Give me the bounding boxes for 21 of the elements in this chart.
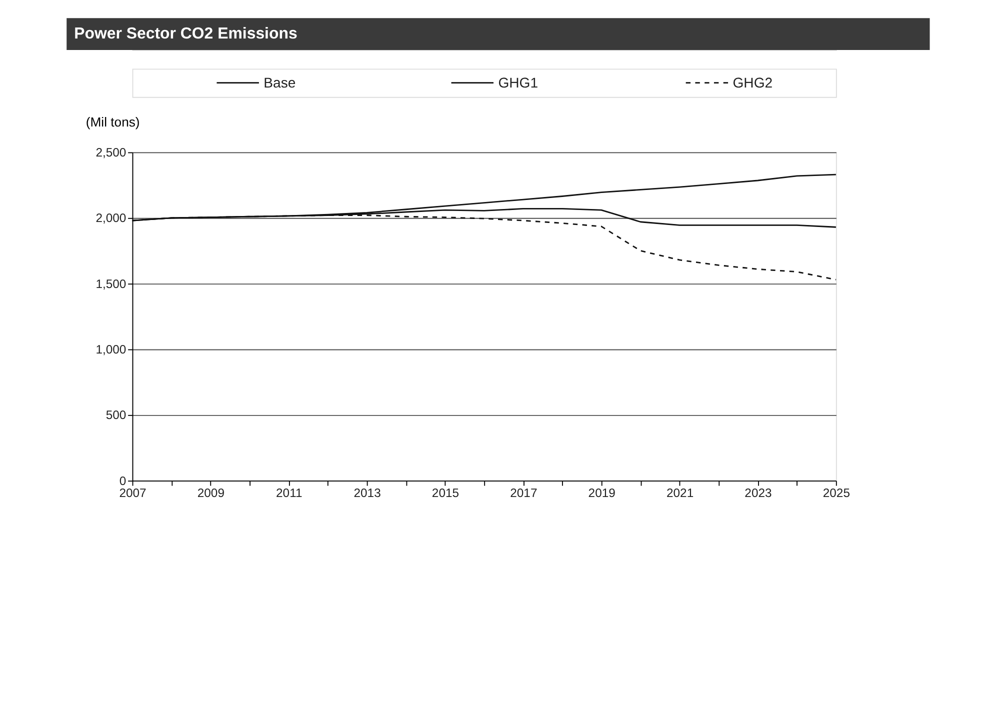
legend-label: Base [264, 74, 296, 91]
x-tick-label: 2025 [822, 486, 850, 500]
y-tick-label: 0 [119, 474, 126, 488]
legend-label: GHG2 [732, 74, 773, 91]
x-tick-label: 2019 [588, 486, 616, 500]
y-tick-label: 2,500 [96, 145, 126, 160]
x-tick-label: 2017 [510, 486, 538, 500]
chart-title: Power Sector CO2 Emissions [74, 26, 298, 43]
x-tick-label: 2015 [432, 486, 460, 500]
x-tick-label: 2007 [119, 486, 147, 500]
legend-label: GHG1 [498, 74, 538, 91]
x-tick-label: 2011 [276, 486, 302, 500]
x-tick-label: 2023 [744, 486, 772, 500]
x-tick-label: 2013 [354, 486, 382, 500]
x-tick-label: 2009 [197, 486, 225, 500]
x-tick-label: 2021 [666, 486, 694, 500]
y-tick-label: 500 [106, 408, 126, 422]
y-tick-label: 1,500 [96, 276, 126, 291]
y-axis-title: (Mil tons) [86, 114, 140, 130]
y-tick-label: 2,000 [96, 211, 126, 226]
y-tick-label: 1,000 [96, 342, 126, 356]
